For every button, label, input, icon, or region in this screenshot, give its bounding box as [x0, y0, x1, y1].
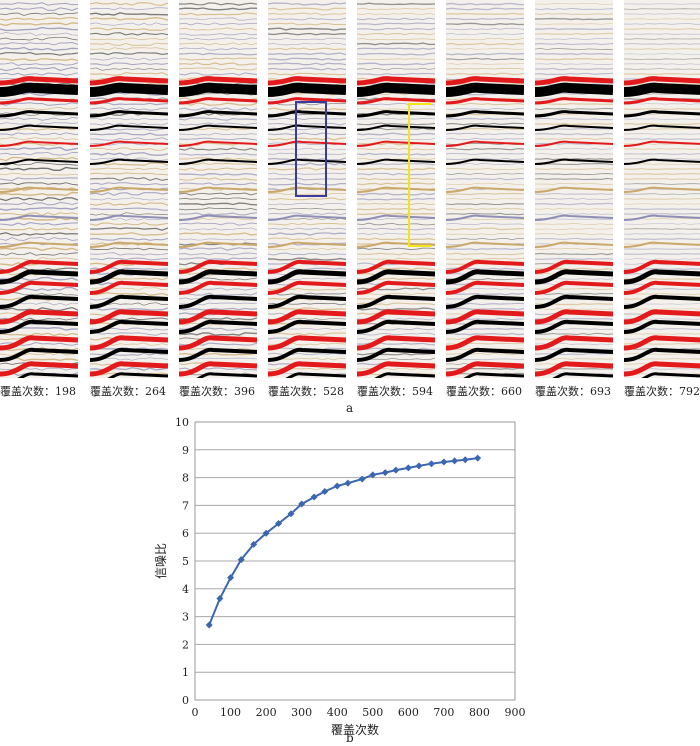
- subfigure-label-b: b: [346, 731, 354, 745]
- x-tick-label: 300: [291, 706, 312, 719]
- x-tick-label: 0: [192, 706, 199, 719]
- panel-caption-594: 覆盖次数：594: [357, 385, 433, 398]
- seismic-section-594: [357, 0, 435, 378]
- data-point: [415, 462, 423, 470]
- x-tick-label: 100: [220, 706, 241, 719]
- y-tick-label: 10: [175, 416, 189, 429]
- subfigure-label-a: a: [346, 401, 354, 415]
- data-point: [275, 519, 283, 527]
- data-point: [427, 460, 435, 468]
- data-point: [392, 466, 400, 474]
- y-tick-label: 1: [182, 666, 189, 679]
- y-tick-label: 0: [182, 694, 189, 707]
- panel-caption-660: 覆盖次数：660: [446, 385, 522, 398]
- y-axis-label: 信噪比: [154, 543, 168, 579]
- data-point: [451, 457, 459, 465]
- panel-caption-693: 覆盖次数：693: [535, 385, 611, 398]
- seismic-section-660: [446, 0, 524, 378]
- data-point: [237, 556, 245, 564]
- x-tick-label: 500: [362, 706, 383, 719]
- x-tick-label: 400: [327, 706, 348, 719]
- y-tick-label: 9: [182, 444, 189, 457]
- data-point: [333, 482, 341, 490]
- x-tick-label: 900: [505, 706, 526, 719]
- x-tick-labels: 0 100 200 300 400 500 600 700 800 900: [192, 706, 526, 719]
- data-point: [440, 458, 448, 466]
- x-tick-label: 800: [469, 706, 490, 719]
- y-tick-labels: 0 1 2 3 4 5 6 7 8 9 10: [175, 416, 189, 707]
- data-point: [358, 475, 366, 483]
- data-point: [474, 454, 482, 462]
- snr-series-line: [208, 457, 478, 626]
- data-point: [321, 488, 329, 495]
- x-tick-label: 700: [433, 706, 454, 719]
- data-point: [216, 595, 224, 603]
- seismic-section-792: [624, 0, 700, 378]
- snr-series-markers: [205, 454, 482, 629]
- data-point: [205, 621, 213, 629]
- snr-vs-fold-chart: 0 1 2 3 4 5 6 7 8 9 10 0 100 200 300 400 500 600 700 800 90…: [154, 416, 526, 737]
- data-point: [381, 469, 389, 477]
- data-point: [310, 493, 318, 501]
- highlight-bracket: [408, 103, 431, 247]
- seismic-section-396: [179, 0, 257, 378]
- plot-area-frame: [194, 421, 516, 701]
- seismic-section-528: [268, 0, 346, 378]
- data-point: [287, 510, 295, 518]
- chart-gridlines: [195, 421, 515, 701]
- data-point: [461, 456, 469, 464]
- seismic-section-264: [90, 0, 168, 378]
- x-tick-label: 600: [398, 706, 419, 719]
- data-point: [344, 479, 352, 487]
- data-point: [298, 500, 306, 508]
- panel-caption-264: 覆盖次数：264: [90, 385, 166, 398]
- seismic-section-693: [535, 0, 613, 378]
- x-axis-label: 覆盖次数: [331, 722, 379, 737]
- seismic-section-198: [0, 0, 78, 378]
- panel-caption-528: 覆盖次数：528: [268, 385, 344, 398]
- y-tick-label: 2: [182, 638, 189, 651]
- y-tick-label: 3: [182, 611, 189, 624]
- panel-caption-198: 覆盖次数：198: [0, 385, 76, 398]
- data-point: [369, 471, 377, 479]
- seismic-panels: 覆盖次数：198 覆盖次数：264 覆盖次数：396 覆盖次数：528 覆盖次数：594…: [0, 0, 700, 398]
- panel-caption-396: 覆盖次数：396: [179, 385, 255, 398]
- highlight-box: [295, 101, 327, 197]
- y-tick-label: 7: [182, 499, 189, 512]
- data-point: [404, 464, 412, 472]
- y-tick-label: 5: [182, 555, 189, 568]
- y-tick-label: 4: [182, 583, 189, 596]
- panel-caption-792: 覆盖次数：792: [624, 385, 700, 398]
- data-point: [250, 540, 258, 548]
- x-tick-label: 200: [256, 706, 277, 719]
- data-point: [227, 574, 235, 582]
- data-point: [262, 529, 270, 537]
- y-tick-label: 8: [182, 472, 189, 485]
- y-tick-label: 6: [182, 527, 189, 540]
